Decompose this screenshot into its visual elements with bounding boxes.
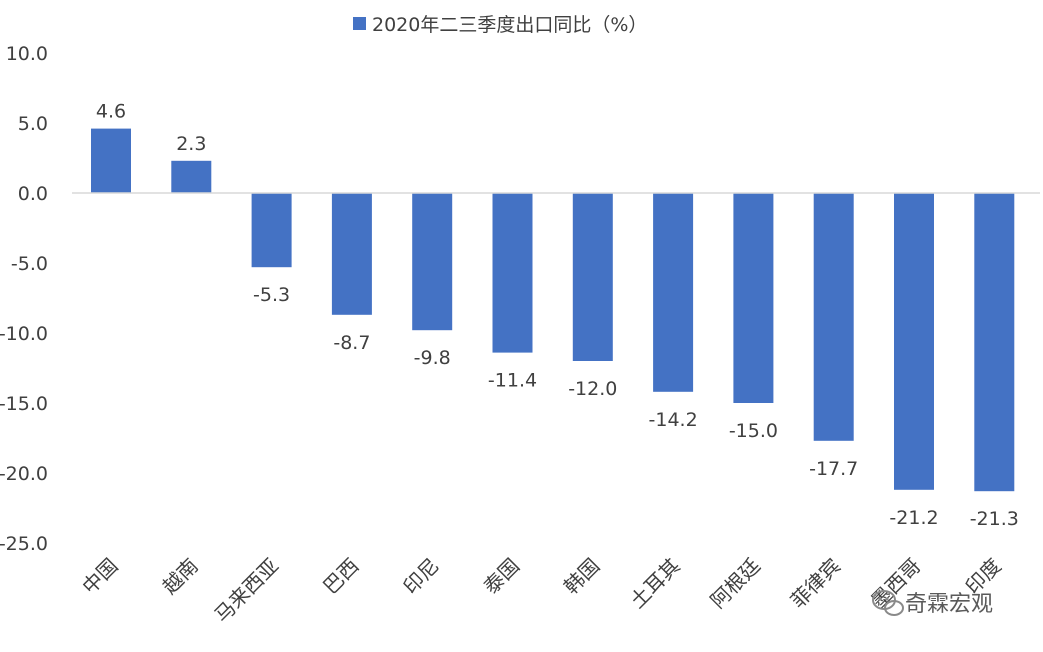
data-label: -8.7 [333, 332, 370, 354]
x-category-label: 马来西亚 [210, 554, 284, 628]
y-axis: 10.0 5.0 0.0 -5.0 -10.0 -15.0 -20.0 -25.0 [0, 43, 48, 555]
y-tick-label: 10.0 [6, 43, 48, 65]
data-label: -12.0 [568, 378, 617, 400]
x-category-label: 泰国 [479, 554, 524, 599]
bar [572, 193, 613, 361]
y-tick-label: -10.0 [0, 323, 48, 345]
legend: 2020年二三季度出口同比（%） [353, 14, 647, 36]
bar [813, 193, 854, 441]
x-category-label: 菲律宾 [786, 554, 845, 613]
bar [653, 193, 694, 392]
y-tick-label: -15.0 [0, 393, 48, 415]
bar [331, 193, 372, 315]
bar [733, 193, 774, 403]
watermark-text: 奇霖宏观 [905, 592, 993, 617]
y-tick-label: 0.0 [18, 183, 48, 205]
y-tick-label: -25.0 [0, 533, 48, 555]
legend-label: 2020年二三季度出口同比（%） [372, 14, 647, 36]
data-label: -5.3 [253, 284, 290, 306]
bar [251, 193, 292, 268]
bar [894, 193, 934, 490]
x-category-label: 中国 [77, 554, 122, 599]
data-label: -14.2 [649, 409, 698, 431]
bar [412, 193, 453, 331]
wechat-icon [872, 590, 904, 616]
y-tick-label: -5.0 [11, 253, 48, 275]
legend-swatch [353, 17, 366, 30]
y-tick-label: -20.0 [0, 463, 48, 485]
data-label: -11.4 [488, 370, 537, 392]
data-label: 4.6 [96, 101, 126, 123]
data-label: -21.3 [970, 508, 1019, 530]
bar [91, 128, 131, 193]
x-category-label: 印尼 [398, 554, 443, 599]
data-labels: 4.6 2.3 -5.3 -8.7 -9.8 -11.4 -12.0 -14.2 -15.0 -1… [96, 101, 1019, 531]
x-category-label: 土耳其 [625, 554, 684, 613]
bars [91, 128, 1015, 492]
data-label: 2.3 [176, 133, 206, 155]
x-category-label: 越南 [158, 554, 203, 599]
y-tick-label: 5.0 [18, 113, 48, 135]
data-label: -21.2 [889, 507, 938, 529]
x-category-label: 韩国 [559, 554, 604, 599]
data-label: -17.7 [809, 458, 858, 480]
watermark: 奇霖宏观 [872, 590, 993, 617]
x-axis: 中国 越南 马来西亚 巴西 印尼 泰国 韩国 土耳其 阿根廷 菲律宾 墨西哥 印度 [77, 554, 1006, 628]
bar [492, 193, 533, 353]
data-label: -9.8 [414, 347, 451, 369]
x-category-label: 阿根廷 [706, 554, 765, 613]
bar [974, 193, 1015, 492]
bar [171, 160, 212, 193]
x-category-label: 巴西 [318, 554, 363, 599]
data-label: -15.0 [729, 420, 778, 442]
